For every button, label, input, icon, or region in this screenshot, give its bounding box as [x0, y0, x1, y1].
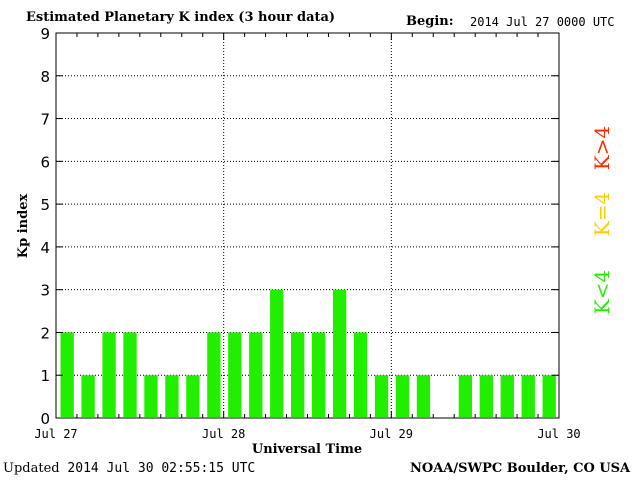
kp-bar — [270, 289, 284, 417]
grid-lines — [56, 33, 559, 418]
kp-bar — [416, 375, 431, 417]
y-tick-label: 5 — [40, 196, 50, 214]
x-axis-label: Universal Time — [252, 442, 362, 457]
kp-bar — [60, 332, 74, 417]
legend-item: K>4 — [590, 126, 614, 170]
bars — [60, 289, 556, 417]
updated-line: Updated 2014 Jul 30 02:55:15 UTC — [3, 462, 255, 475]
kp-bar — [123, 332, 137, 417]
x-tick-label: Jul 28 — [202, 427, 245, 441]
y-tick-label: 6 — [40, 153, 50, 171]
kp-bar — [249, 332, 263, 417]
kp-bar — [353, 332, 368, 417]
y-tick-label: 1 — [40, 367, 50, 385]
kp-bar — [332, 289, 347, 417]
y-tick-label: 9 — [40, 25, 50, 43]
kp-bar — [207, 332, 221, 417]
kp-bar — [395, 375, 410, 417]
kp-bar — [165, 375, 179, 417]
y-axis-label: Kp index — [16, 194, 31, 259]
updated-value: 2014 Jul 30 02:55:15 UTC — [67, 461, 256, 476]
kp-bar — [374, 375, 389, 417]
begin-value: 2014 Jul 27 0000 UTC — [470, 15, 615, 29]
kp-bar — [228, 332, 242, 417]
x-tick-label: Jul 30 — [537, 427, 580, 441]
kp-bar — [479, 375, 493, 417]
kp-bar — [542, 375, 556, 417]
kp-bar — [102, 332, 116, 417]
y-tick-label: 2 — [40, 324, 50, 342]
kp-bar — [521, 375, 535, 417]
kp-bar — [81, 375, 95, 417]
begin-label: Begin: — [406, 14, 454, 29]
y-tick-label: 3 — [40, 282, 50, 300]
legend-item: K<4 — [590, 270, 614, 314]
kp-bar — [144, 375, 158, 417]
legend-item: K=4 — [590, 192, 614, 236]
credit: NOAA/SWPC Boulder, CO USA — [410, 461, 631, 476]
y-tick-label: 8 — [40, 68, 50, 86]
x-tick-label: Jul 27 — [34, 427, 77, 441]
kp-bar — [500, 375, 514, 417]
legend: K>4 K=4 K<4 — [590, 126, 614, 314]
y-tick-label: 4 — [40, 239, 50, 257]
x-tick-label: Jul 29 — [370, 427, 413, 441]
kp-bar — [291, 332, 305, 417]
y-ticks: 0 1 2 3 4 5 6 7 8 9 — [40, 25, 559, 428]
x-ticks: Jul 27 Jul 28 Jul 29 Jul 30 — [34, 33, 581, 441]
kp-bar — [186, 375, 200, 417]
chart-title: Estimated Planetary K index (3 hour data… — [26, 10, 336, 25]
kp-bar — [458, 375, 473, 417]
y-tick-label: 0 — [40, 410, 50, 428]
kp-bar — [312, 332, 326, 417]
y-tick-label: 7 — [40, 111, 50, 129]
updated-label: Updated — [3, 461, 60, 476]
